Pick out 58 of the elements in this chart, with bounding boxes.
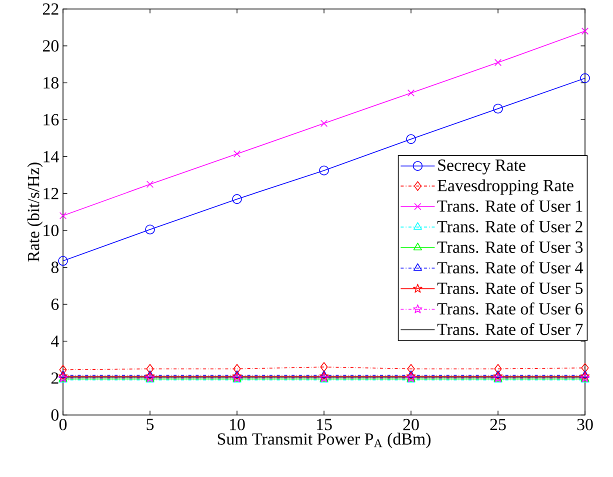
point [320, 362, 328, 372]
point [145, 224, 155, 234]
y-tick-label: 2 [51, 372, 58, 384]
point [59, 364, 67, 375]
point [232, 370, 242, 378]
legend-label: Trans. Rate of User 3 [437, 240, 583, 253]
point [580, 73, 590, 84]
y-tick-label: 0 [51, 409, 59, 421]
y-tick-label: 18 [44, 77, 59, 89]
y-tick-label: 8 [51, 262, 59, 274]
y-tick-label: 4 [51, 336, 59, 347]
point [59, 212, 67, 220]
legend-label: Trans. Rate of User 7 [437, 322, 583, 336]
point [494, 364, 502, 374]
point [581, 363, 589, 373]
x-tick-label: 0 [59, 418, 67, 430]
point [58, 370, 68, 378]
point [406, 370, 416, 378]
legend-label: Trans. Rate of User 4 [437, 261, 583, 274]
x-tick-label: 5 [146, 418, 154, 430]
legend-label: Trans. Rate of User 1 [437, 200, 582, 212]
point [581, 28, 589, 35]
y-tick-label: 12 [44, 188, 58, 200]
legend-label: Trans. Rate of User 6 [437, 302, 583, 315]
y-tick-label: 20 [42, 40, 59, 52]
point [407, 364, 415, 374]
point [320, 370, 328, 378]
legend-label: Eavesdropping Rate [438, 179, 574, 195]
point [407, 89, 415, 97]
legend-label: Trans. Rate of User 5 [437, 282, 583, 294]
point [494, 58, 502, 66]
y-tick-label: 10 [44, 224, 59, 236]
point [233, 364, 241, 374]
point [232, 194, 242, 204]
y-tick-label: 14 [44, 151, 59, 162]
point [406, 134, 416, 144]
x-tick-label: 15 [317, 418, 332, 430]
point [146, 370, 154, 378]
legend-label: Secrecy Rate [438, 160, 526, 174]
x-tick-label: 20 [403, 418, 419, 430]
point [580, 370, 590, 378]
y-tick-label: 16 [44, 114, 59, 126]
point [233, 150, 241, 158]
y-tick-label: 22 [42, 3, 58, 15]
point [493, 104, 503, 114]
point [146, 180, 154, 188]
point [58, 256, 68, 266]
x-tick-label: 25 [490, 418, 506, 430]
point [319, 166, 329, 176]
point [146, 364, 154, 374]
x-tick-label: 30 [577, 418, 593, 430]
legend-label: Trans. Rate of User 2 [437, 220, 582, 232]
point [320, 120, 328, 127]
y-axis-title: Rate (bit/s/Hz) [27, 162, 43, 262]
x-axis-title: Sum Transmit Power P$_{A}$ (dBm) [218, 432, 431, 448]
y-tick-label: 6 [51, 298, 59, 310]
point [494, 370, 502, 378]
x-tick-label: 10 [230, 418, 245, 430]
